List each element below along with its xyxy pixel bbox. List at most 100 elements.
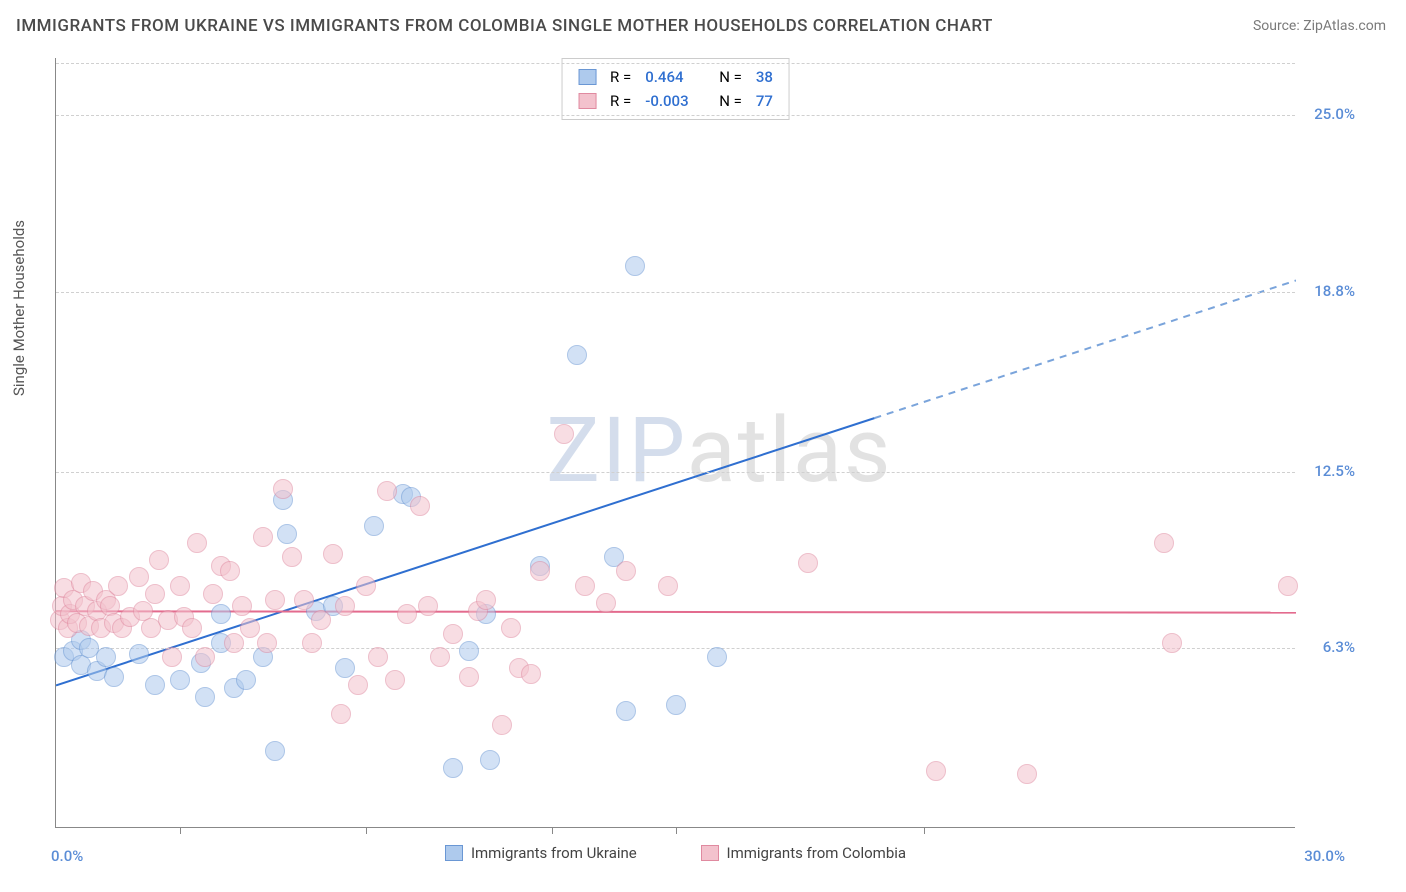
watermark-zip: ZIP	[546, 398, 687, 503]
data-point-colombia	[253, 527, 273, 547]
data-point-colombia	[501, 618, 521, 638]
data-point-colombia	[149, 550, 169, 570]
x-min-label: 0.0%	[51, 847, 83, 865]
swatch-colombia	[578, 93, 596, 109]
n-value-ukraine: 38	[756, 65, 773, 89]
data-point-colombia	[323, 544, 343, 564]
data-point-colombia	[1278, 576, 1298, 596]
data-point-ukraine	[145, 675, 165, 695]
r-label: R =	[610, 89, 631, 113]
y-tick-label: 12.5%	[1314, 462, 1355, 480]
data-point-ukraine	[364, 516, 384, 536]
data-point-colombia	[492, 715, 512, 735]
data-point-colombia	[616, 561, 636, 581]
r-label: R =	[610, 65, 631, 89]
x-tick	[676, 827, 677, 834]
data-point-colombia	[331, 704, 351, 724]
data-point-colombia	[273, 479, 293, 499]
data-point-colombia	[240, 618, 260, 638]
data-point-colombia	[1154, 533, 1174, 553]
data-point-colombia	[418, 596, 438, 616]
data-point-colombia	[348, 675, 368, 695]
data-point-colombia	[798, 553, 818, 573]
data-point-ukraine	[443, 758, 463, 778]
gridline	[56, 292, 1295, 293]
data-point-ukraine	[104, 667, 124, 687]
data-point-ukraine	[480, 750, 500, 770]
data-point-colombia	[1017, 764, 1037, 784]
data-point-colombia	[170, 576, 190, 596]
data-point-ukraine	[707, 647, 727, 667]
data-point-colombia	[294, 590, 314, 610]
gridline	[56, 115, 1295, 116]
scatter-plot-area: ZIPatlas R = 0.464 N = 38 R = -0.003 N =…	[55, 58, 1295, 828]
data-point-colombia	[129, 567, 149, 587]
data-point-colombia	[596, 593, 616, 613]
swatch-ukraine	[445, 845, 463, 861]
data-point-ukraine	[236, 670, 256, 690]
x-max-label: 30.0%	[1304, 847, 1345, 865]
data-point-ukraine	[625, 256, 645, 276]
data-point-colombia	[575, 576, 595, 596]
data-point-colombia	[377, 481, 397, 501]
n-label: N =	[719, 65, 742, 89]
legend-item-ukraine: Immigrants from Ukraine	[445, 844, 637, 862]
data-point-ukraine	[96, 647, 116, 667]
legend-item-colombia: Immigrants from Colombia	[701, 844, 907, 862]
legend-label-colombia: Immigrants from Colombia	[727, 844, 907, 862]
correlation-legend: R = 0.464 N = 38 R = -0.003 N = 77	[561, 58, 790, 120]
data-point-colombia	[224, 633, 244, 653]
swatch-ukraine	[578, 69, 596, 85]
data-point-colombia	[182, 618, 202, 638]
data-point-ukraine	[170, 670, 190, 690]
data-point-ukraine	[195, 687, 215, 707]
data-point-colombia	[162, 647, 182, 667]
y-axis-label: Single Mother Households	[10, 220, 28, 396]
x-tick	[366, 827, 367, 834]
legend-row-colombia: R = -0.003 N = 77	[578, 89, 773, 113]
watermark: ZIPatlas	[546, 398, 892, 503]
r-value-colombia: -0.003	[645, 89, 705, 113]
data-point-colombia	[265, 590, 285, 610]
data-point-colombia	[368, 647, 388, 667]
data-point-colombia	[554, 424, 574, 444]
data-point-colombia	[232, 596, 252, 616]
data-point-colombia	[430, 647, 450, 667]
data-point-colombia	[108, 576, 128, 596]
watermark-atlas: atlas	[687, 398, 893, 503]
data-point-colombia	[530, 561, 550, 581]
data-point-colombia	[203, 584, 223, 604]
x-tick	[552, 827, 553, 834]
data-point-colombia	[335, 596, 355, 616]
n-label: N =	[719, 89, 742, 113]
legend-row-ukraine: R = 0.464 N = 38	[578, 65, 773, 89]
data-point-colombia	[443, 624, 463, 644]
data-point-colombia	[195, 647, 215, 667]
data-point-colombia	[658, 576, 678, 596]
data-point-colombia	[220, 561, 240, 581]
x-tick	[180, 827, 181, 834]
swatch-colombia	[701, 845, 719, 861]
regression-ukraine-extrapolated	[874, 280, 1296, 418]
x-tick	[924, 827, 925, 834]
data-point-colombia	[145, 584, 165, 604]
legend-label-ukraine: Immigrants from Ukraine	[471, 844, 637, 862]
gridline	[56, 63, 1295, 64]
data-point-ukraine	[616, 701, 636, 721]
data-point-colombia	[311, 610, 331, 630]
data-point-ukraine	[567, 345, 587, 365]
series-legend: Immigrants from Ukraine Immigrants from …	[56, 844, 1295, 865]
data-point-colombia	[926, 761, 946, 781]
r-value-ukraine: 0.464	[645, 65, 705, 89]
n-value-colombia: 77	[756, 89, 773, 113]
data-point-colombia	[257, 633, 277, 653]
data-point-colombia	[385, 670, 405, 690]
data-point-colombia	[459, 667, 479, 687]
data-point-colombia	[282, 547, 302, 567]
source-label: Source: ZipAtlas.com	[1253, 18, 1386, 34]
data-point-colombia	[1162, 633, 1182, 653]
data-point-colombia	[476, 590, 496, 610]
gridline	[56, 648, 1295, 649]
data-point-colombia	[397, 604, 417, 624]
data-point-ukraine	[459, 641, 479, 661]
